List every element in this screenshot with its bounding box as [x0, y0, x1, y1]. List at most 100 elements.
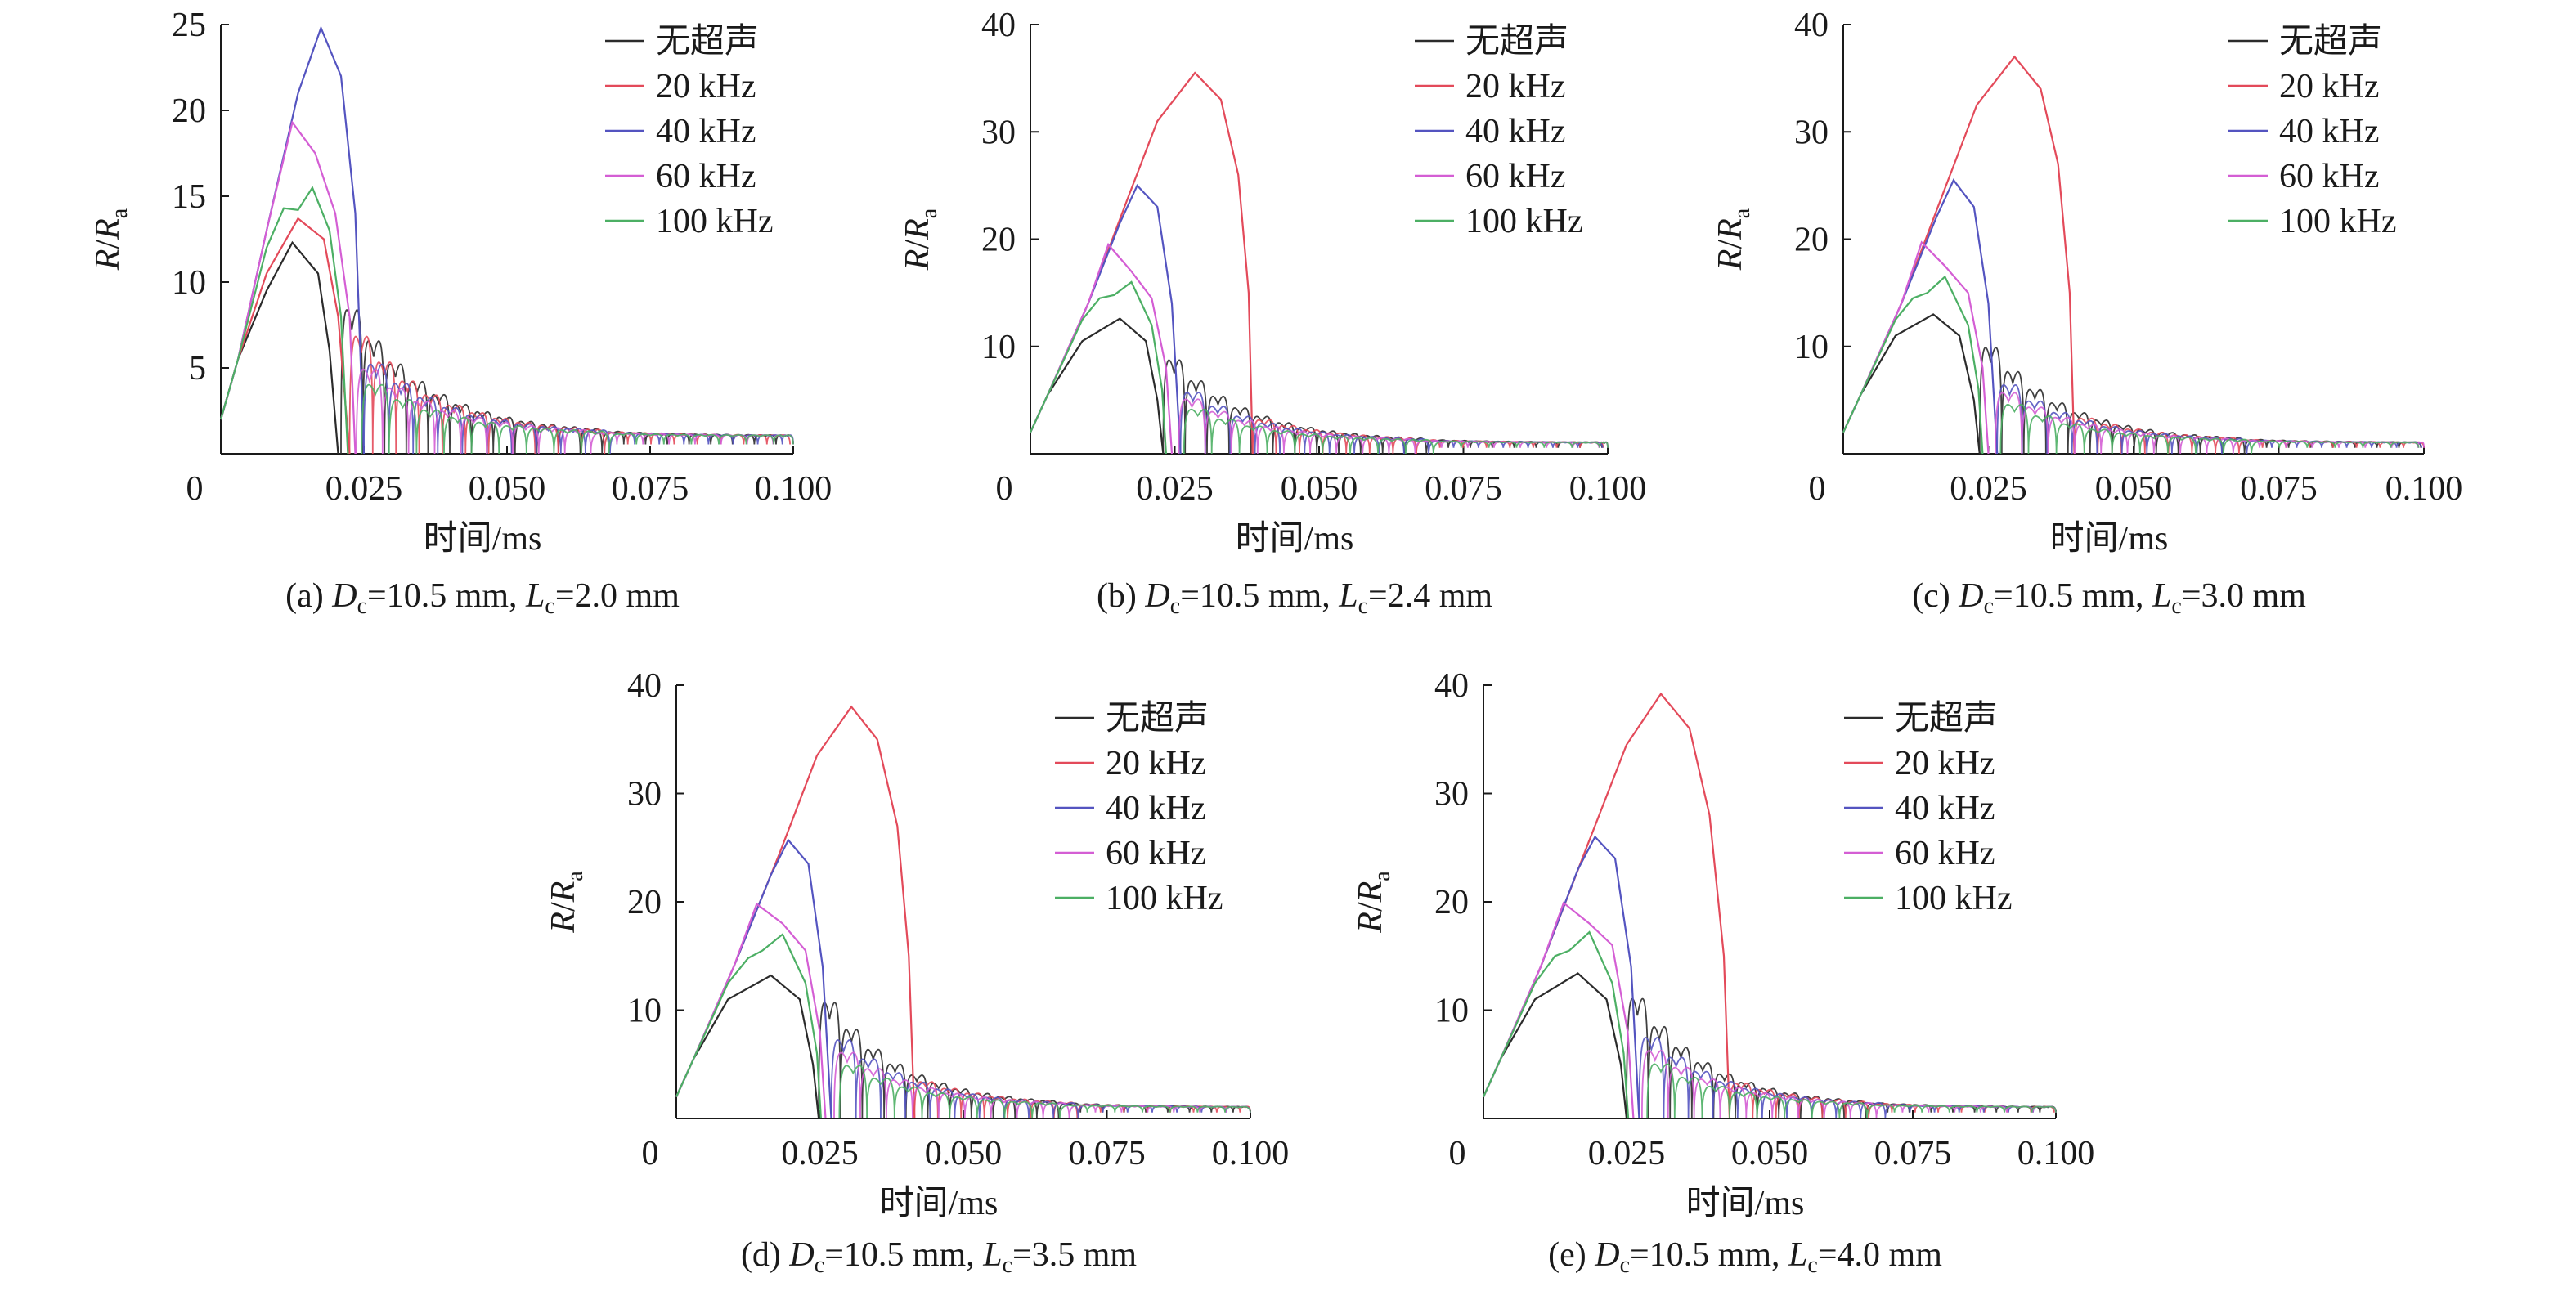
caption-l: L: [525, 577, 545, 615]
x-tick-label: 0.050: [1731, 1135, 1809, 1172]
x-tick-label: 0.075: [612, 470, 689, 508]
y-axis-title-r: R: [545, 912, 582, 934]
caption-l-value: =3.5 mm: [1012, 1236, 1137, 1274]
x-tick-label: 0.025: [1950, 470, 2027, 508]
legend: 无超声 20 kHz 40 kHz 60 kHz 100 kHz: [1844, 700, 2012, 917]
caption-d-sub: c: [1620, 1253, 1630, 1278]
x-axis-title: 时间/ms: [2050, 520, 2169, 558]
legend: 无超声 20 kHz 40 kHz 60 kHz 100 kHz: [1415, 23, 1582, 240]
y-axis-title: R/Ra: [899, 208, 942, 271]
y-tick-label: 40: [627, 667, 662, 705]
chart-panel-b: 10 20 30 40 0 0.025 0.050 0.075 0.100 时间/ms R/Ra 无超…: [899, 7, 1646, 619]
y-axis-title-r: R: [1352, 912, 1389, 934]
series-ripples-4: [833, 1051, 1251, 1119]
series-ripples-4: [1178, 398, 1609, 455]
series-ripples-3: [1638, 1037, 2057, 1119]
y-axis-title-sub: a: [1730, 208, 1755, 218]
caption-l: L: [2152, 577, 2171, 615]
y-tick-label: 30: [1794, 114, 1829, 151]
plot-area: [1482, 692, 2057, 1119]
legend-label: 100 kHz: [1465, 203, 1582, 240]
series-ripples-3: [1179, 392, 1604, 455]
y-axis-title-sub: a: [107, 208, 132, 218]
y-axis-title-r: R: [1712, 249, 1749, 271]
caption-d: D: [1958, 577, 1983, 615]
series-line-1: [675, 974, 820, 1119]
caption-prefix: (a): [285, 577, 332, 615]
caption-l-sub: c: [1358, 594, 1368, 619]
series-line-2: [219, 217, 351, 455]
chart-panel-e: 10 20 30 40 0 0.025 0.050 0.075 0.100 时间/ms R/Ra 无超…: [1352, 667, 2094, 1278]
x-tick-label: 0: [642, 1135, 659, 1172]
x-tick-label: 0.075: [1068, 1135, 1146, 1172]
plot-area: [675, 705, 1251, 1119]
series-line-3: [1842, 178, 1999, 455]
series-line-5: [219, 186, 349, 455]
x-axis-title: 时间/ms: [1236, 520, 1354, 558]
series-line-4: [1842, 240, 1990, 455]
y-tick-label: 20: [172, 92, 206, 130]
x-tick-label: 0.050: [925, 1135, 1003, 1172]
series-line-2: [1842, 55, 2076, 455]
y-tick-label: 20: [1434, 884, 1469, 921]
legend-label: 40 kHz: [2279, 113, 2379, 150]
caption-d-sub: c: [357, 594, 367, 619]
y-tick-label: 30: [627, 776, 662, 814]
legend-label: 20 kHz: [1106, 745, 1205, 782]
series-ripples-5: [1183, 408, 1609, 455]
caption-l-value: =4.0 mm: [1818, 1236, 1942, 1274]
series-line-3: [675, 838, 832, 1119]
y-axis-title-sub: a: [1370, 871, 1395, 881]
legend-label: 无超声: [1895, 700, 1998, 737]
x-tick-label: 0.050: [469, 470, 546, 508]
caption-l-value: =2.0 mm: [555, 577, 680, 615]
y-axis-title: R/Ra: [89, 208, 132, 271]
caption-l-sub: c: [1807, 1253, 1817, 1278]
y-tick-label: 25: [172, 7, 206, 44]
x-tick-label: 0: [996, 470, 1013, 508]
panel-caption: (c) Dc=10.5 mm, Lc=3.0 mm: [1912, 577, 2306, 619]
x-tick-label: 0.025: [325, 470, 403, 508]
x-tick-label: 0.100: [2017, 1135, 2095, 1172]
series-line-2: [675, 705, 916, 1119]
caption-d: D: [331, 577, 357, 615]
x-tick-label: 0.025: [1588, 1135, 1666, 1172]
series-line-1: [1482, 972, 1628, 1119]
x-axis-title: 时间/ms: [424, 520, 542, 558]
caption-l-sub: c: [1003, 1253, 1012, 1278]
series-line-4: [1030, 242, 1174, 455]
legend-label: 100 kHz: [1895, 880, 2012, 917]
legend-label: 无超声: [656, 23, 759, 61]
legend-label: 40 kHz: [656, 113, 756, 150]
panel-caption: (b) Dc=10.5 mm, Lc=2.4 mm: [1097, 577, 1492, 619]
legend-label: 60 kHz: [1895, 835, 1995, 872]
series-ripples-5: [1999, 403, 2420, 455]
y-axis-title-r2: R: [1712, 218, 1749, 240]
caption-prefix: (b): [1097, 577, 1145, 615]
legend-label: 60 kHz: [2279, 158, 2379, 195]
panel-caption: (a) Dc=10.5 mm, Lc=2.0 mm: [285, 577, 680, 619]
series-line-5: [1030, 280, 1167, 455]
legend: 无超声 20 kHz 40 kHz 60 kHz 100 kHz: [605, 23, 773, 240]
y-axis-title-r2: R: [1352, 881, 1389, 903]
legend-label: 20 kHz: [2279, 68, 2379, 105]
legend-label: 无超声: [2279, 23, 2382, 61]
legend-label: 60 kHz: [1465, 158, 1565, 195]
caption-d: D: [1144, 577, 1169, 615]
y-axis-title-r: R: [89, 249, 127, 271]
y-tick-label: 10: [981, 329, 1016, 366]
panel-caption: (e) Dc=10.5 mm, Lc=4.0 mm: [1548, 1236, 1942, 1278]
caption-l-value: =3.0 mm: [2182, 577, 2306, 615]
x-tick-label: 0: [1809, 470, 1826, 508]
legend-label: 100 kHz: [2279, 203, 2396, 240]
y-tick-label: 40: [1794, 7, 1829, 44]
y-axis-title-slash: /: [545, 902, 582, 912]
chart-panel-c: 10 20 30 40 0 0.025 0.050 0.075 0.100 时间/ms R/Ra 无超…: [1712, 7, 2462, 619]
series-line-1: [1030, 317, 1165, 455]
x-tick-label: 0.025: [1136, 470, 1214, 508]
y-tick-label: 30: [981, 114, 1016, 151]
series-ripples-4: [356, 368, 794, 455]
y-axis-title-slash: /: [899, 240, 936, 249]
legend-label: 40 kHz: [1895, 790, 1995, 827]
